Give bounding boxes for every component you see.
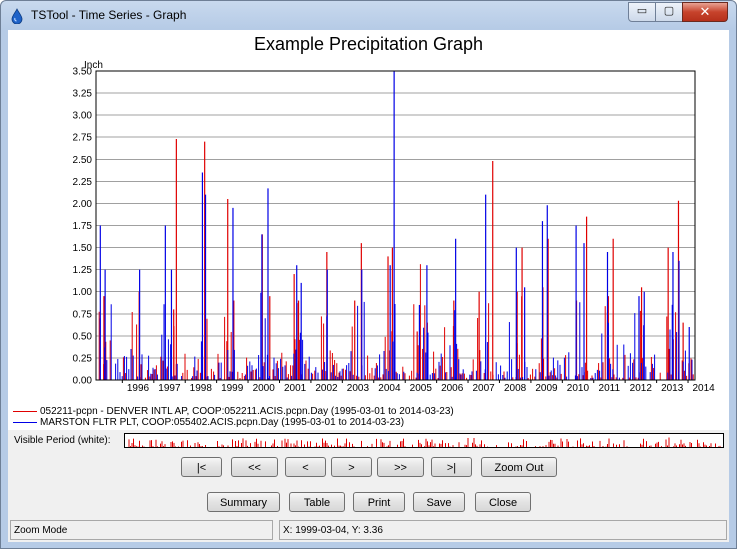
legend-label-series-2: MARSTON FLTR PLT, COOP:055402.ACIS.pcpn.… [40,417,405,428]
legend-swatch-red [13,410,37,412]
y-tick-label: 2.00 [73,199,93,210]
x-tick-label: 1998 [190,383,213,394]
x-tick-label: 2001 [284,383,307,394]
x-tick-label: 2006 [441,383,464,394]
graph-area[interactable]: Example Precipitation Graph 0.00 0.25 0.50… [9,30,728,430]
close-window-button[interactable]: ✕ [682,2,728,22]
minimize-icon: ▭ [636,5,648,17]
series-1 [98,138,694,380]
y-tick-label: 1.25 [73,265,93,276]
series-2 [99,71,693,380]
save-button[interactable]: Save [413,492,465,512]
x-tick-label: 2004 [378,383,401,394]
first-period-button[interactable]: |< [181,457,222,477]
x-tick-label: 2008 [504,383,527,394]
x-tick-label: 2002 [315,383,338,394]
legend-swatch-blue [13,421,37,423]
maximize-icon: ▢ [663,5,675,17]
x-tick-label: 2005 [410,383,433,394]
y-tick-label: 0.00 [73,376,93,387]
legend-item-series-1: 052211-pcpn - DENVER INTL AP, COOP:05221… [13,406,454,417]
y-tick-label: 3.50 [73,67,93,78]
x-tick-label: 2009 [535,383,558,394]
control-panel: Visible Period (white): |< << < > >> >| … [8,430,729,542]
x-tick-label: 1999 [221,383,244,394]
close-button[interactable]: Close [475,492,531,512]
y-tick-label: 3.00 [73,111,93,122]
maximize-button[interactable]: ▢ [655,2,683,22]
minimize-button[interactable]: ▭ [628,2,656,22]
y-tick-label: 2.25 [73,177,93,188]
print-button[interactable]: Print [353,492,405,512]
x-tick-label: 2011 [599,383,621,394]
last-period-button[interactable]: >| [431,457,472,477]
legend-item-series-2: MARSTON FLTR PLT, COOP:055402.ACIS.pcpn.… [13,417,454,428]
y-tick-label: 1.00 [73,287,93,298]
x-tick-label: 2014 [692,383,715,394]
visible-period-overview[interactable] [124,433,724,448]
y-axis-label: Inch [84,60,103,71]
y-tick-label: 1.50 [73,243,93,254]
client-area: Example Precipitation Graph 0.00 0.25 0.50… [8,30,729,542]
summary-button[interactable]: Summary [207,492,280,512]
table-button[interactable]: Table [289,492,345,512]
x-tick-label: 2003 [347,383,370,394]
x-tick-label: 1996 [127,383,150,394]
y-tick-label: 0.75 [73,309,93,320]
overview-sparkline [128,437,721,447]
x-tick-label: 2013 [661,383,684,394]
page-forward-button[interactable]: >> [377,457,424,477]
visible-period-label: Visible Period (white): [14,435,111,446]
precipitation-chart[interactable]: 0.00 0.25 0.50 0.75 1.00 1.25 1.50 1.75 2.00 2.25… [9,30,728,430]
window-title: TSTool - Time Series - Graph [31,8,187,22]
water-drop-icon [11,8,23,24]
y-tick-label: 0.50 [73,331,93,342]
legend: 052211-pcpn - DENVER INTL AP, COOP:05221… [13,406,454,428]
zoom-out-button[interactable]: Zoom Out [481,457,557,477]
status-coordinates: X: 1999-03-04, Y: 3.36 [279,520,727,540]
step-forward-button[interactable]: > [331,457,372,477]
status-mode: Zoom Mode [10,520,273,540]
close-icon: ✕ [699,4,711,19]
title-bar[interactable]: TSTool - Time Series - Graph ▭ ▢ ✕ [1,1,736,29]
y-tick-label: 3.25 [73,89,93,100]
y-tick-label: 2.75 [73,133,93,144]
y-tick-label: 2.50 [73,155,93,166]
x-tick-label: 2012 [630,383,653,394]
x-tick-label: 2007 [472,383,495,394]
page-back-button[interactable]: << [231,457,278,477]
x-tick-label: 2010 [567,383,590,394]
x-tick-label: 2000 [253,383,276,394]
x-tick-label: 1997 [158,383,181,394]
step-back-button[interactable]: < [285,457,326,477]
plot-frame [95,70,696,381]
chart-title: Example Precipitation Graph [253,34,484,54]
legend-label-series-1: 052211-pcpn - DENVER INTL AP, COOP:05221… [40,406,454,417]
y-tick-label: 1.75 [73,221,93,232]
y-tick-label: 0.25 [73,353,93,364]
